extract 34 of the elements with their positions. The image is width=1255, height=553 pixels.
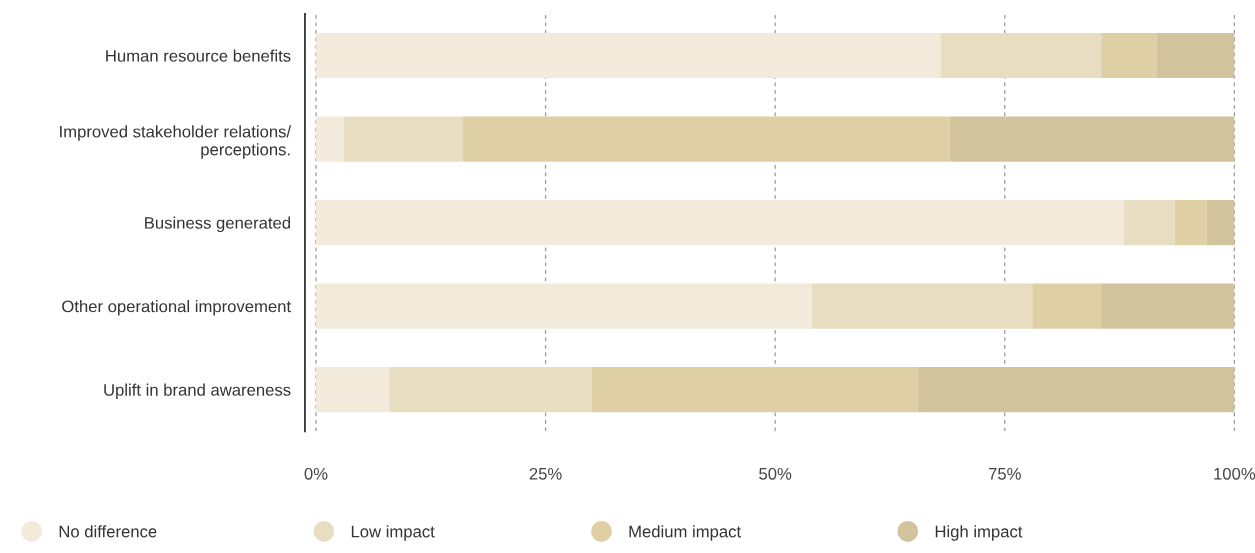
bar [315,283,812,329]
legend-label: High impact [935,525,1023,541]
bar [591,367,918,413]
bar [343,116,463,162]
bar [1124,200,1175,246]
bar [940,33,1102,79]
legend-label: Low impact [351,525,435,541]
bar [315,200,1125,246]
y-tick-label: Improved stakeholder relations/ perceptions. [60,125,292,159]
legend-label: Medium impact [629,525,741,541]
bar [1174,200,1207,246]
bar [462,116,950,162]
x-tick-label: 0% [304,467,328,480]
legend-label: No difference [59,525,157,538]
bar [1206,200,1235,246]
y-tick-label: Other operational improvement [62,300,291,316]
y-tick-label: Human resource benefits [106,49,291,62]
bar [315,367,390,413]
x-tick-label: 100% [1214,467,1255,480]
bar [1156,33,1235,79]
bar [949,116,1235,162]
x-tick-label: 75% [988,467,1021,480]
y-tick-label: Business generated [145,216,291,233]
bar [917,367,1235,413]
bar [315,33,941,79]
x-tick-label: 25% [529,467,562,480]
bar [389,367,592,413]
bar [1101,283,1235,329]
y-tick-label: Uplift in brand awareness [104,383,291,400]
bar [811,283,1033,329]
x-tick-label: 50% [759,467,792,480]
bar [1032,283,1102,329]
bar [315,116,344,162]
bar [1101,33,1157,79]
